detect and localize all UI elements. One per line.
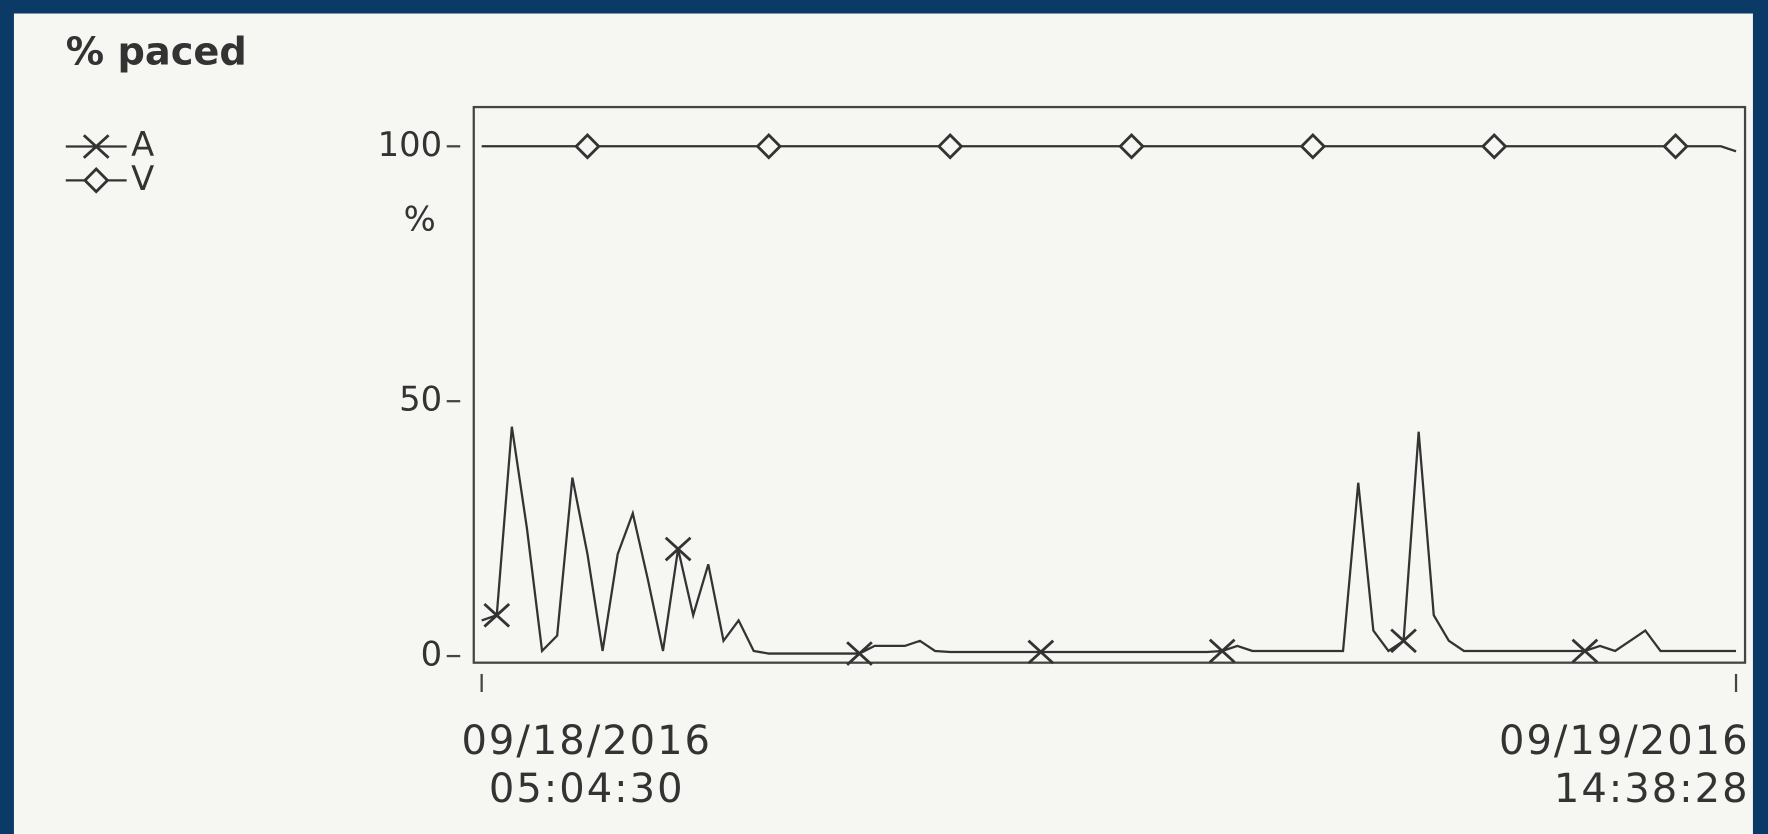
y-axis-label: % (404, 199, 436, 238)
paper (13, 13, 1753, 834)
legend-marker (82, 134, 110, 159)
point-marker (755, 133, 783, 160)
point-marker (1571, 638, 1599, 664)
legend-label: V (131, 159, 154, 198)
y-tick-label: 0 (421, 635, 443, 674)
y-tick-label: 50 (399, 380, 442, 419)
point-marker (1662, 133, 1689, 160)
point-marker (1208, 638, 1236, 664)
series-line (481, 145, 1737, 153)
point-marker (664, 536, 692, 562)
x-tick-label: 09/18/2016 05:04:30 (461, 718, 712, 813)
point-marker (936, 133, 964, 160)
point-marker (1027, 639, 1055, 665)
point-marker (483, 602, 511, 628)
point-marker (1299, 133, 1327, 160)
point-marker (1480, 133, 1508, 160)
y-tick-label: 100 (378, 125, 443, 164)
point-marker (1390, 628, 1417, 654)
legend-label: A (131, 125, 154, 164)
legend-marker (82, 167, 110, 194)
plot-frame (472, 105, 1747, 664)
chart-title: % paced (66, 30, 247, 75)
point-marker (846, 641, 873, 666)
series-line (481, 426, 1737, 655)
point-marker (1118, 133, 1145, 160)
point-marker (574, 133, 601, 160)
x-tick-label: 09/19/2016 14:38:28 (1499, 718, 1750, 813)
